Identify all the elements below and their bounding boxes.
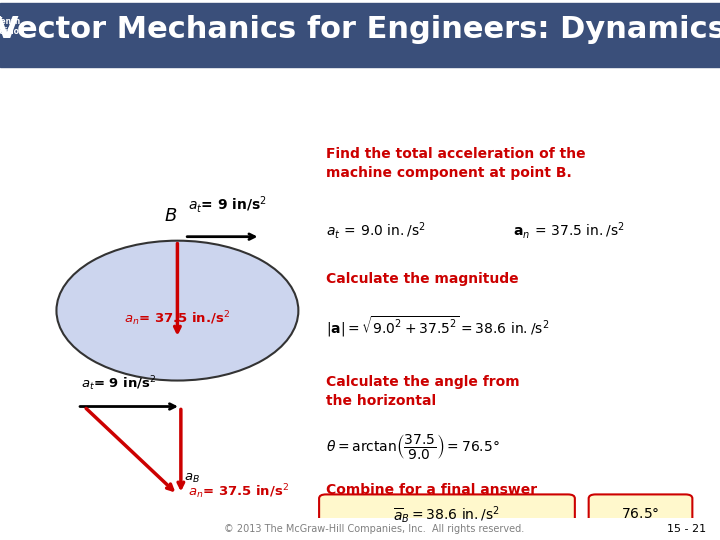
FancyBboxPatch shape (589, 495, 693, 538)
Text: $a_t$= 9 in/s$^2$: $a_t$= 9 in/s$^2$ (81, 374, 156, 393)
Text: $\mathit{B}$: $\mathit{B}$ (164, 207, 177, 225)
Text: Vector Mechanics for Engineers: Dynamics: Vector Mechanics for Engineers: Dynamics (0, 15, 720, 44)
Text: $a_n$= 37.5 in./s$^2$: $a_n$= 37.5 in./s$^2$ (125, 309, 230, 328)
Text: $a_n$= 37.5 in/s$^2$: $a_n$= 37.5 in/s$^2$ (188, 482, 289, 501)
Text: $\theta = \arctan\!\left(\dfrac{37.5}{9.0}\right) = 76.5°$: $\theta = \arctan\!\left(\dfrac{37.5}{9.… (326, 432, 500, 461)
FancyBboxPatch shape (319, 495, 575, 538)
Text: 15 - 21: 15 - 21 (667, 524, 706, 534)
Text: Combine for a final answer: Combine for a final answer (326, 483, 537, 497)
Text: Calculate the magnitude: Calculate the magnitude (326, 272, 518, 286)
Text: $a_B$: $a_B$ (184, 472, 200, 485)
Text: $\mathbf{a}_n\,=\,37.5\ \mathrm{in./s^2}$: $\mathbf{a}_n\,=\,37.5\ \mathrm{in./s^2}… (513, 220, 625, 241)
Text: $a_t$= 9 in/s$^2$: $a_t$= 9 in/s$^2$ (188, 194, 266, 215)
Text: Find the total acceleration of the
machine component at point B.: Find the total acceleration of the machi… (326, 147, 585, 180)
Text: © 2013 The McGraw-Hill Companies, Inc.  All rights reserved.: © 2013 The McGraw-Hill Companies, Inc. A… (224, 524, 525, 534)
Text: $|\mathbf{a}| = \sqrt{9.0^2 + 37.5^2} = 38.6\ \mathrm{in./s^2}$: $|\mathbf{a}| = \sqrt{9.0^2 + 37.5^2} = … (326, 314, 549, 339)
Text: $76.5°$: $76.5°$ (621, 508, 660, 522)
Text: Group Problem Solving: Group Problem Solving (29, 85, 354, 109)
Text: Calculate the angle from
the horizontal: Calculate the angle from the horizontal (326, 375, 520, 408)
Text: $a_t\,=\,9.0\ \mathrm{in./s^2}$: $a_t\,=\,9.0\ \mathrm{in./s^2}$ (326, 220, 426, 241)
Circle shape (56, 241, 298, 381)
Text: $\overline{a}_B = 38.6\ \mathrm{in./s^2}$: $\overline{a}_B = 38.6\ \mathrm{in./s^2}… (393, 504, 500, 525)
Text: Tenth
Edition: Tenth Edition (0, 17, 24, 36)
